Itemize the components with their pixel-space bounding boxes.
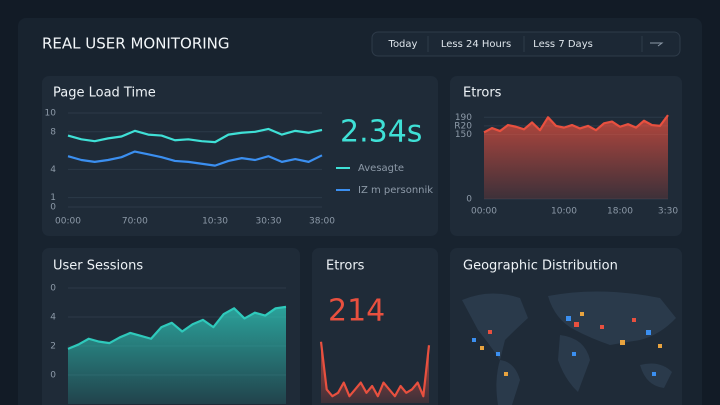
area-fill — [68, 306, 286, 404]
panel — [42, 76, 438, 236]
map-dot — [480, 346, 484, 350]
tab[interactable]: Today — [388, 39, 418, 50]
y-tick-label: 190 — [455, 113, 472, 123]
kpi-value: 2.34s — [340, 115, 422, 150]
panel-title: User Sessions — [53, 259, 143, 274]
x-tick-label: 18:00 — [607, 207, 633, 217]
map-dot — [574, 322, 579, 327]
map-dot — [646, 330, 651, 335]
map-dot — [658, 344, 662, 348]
y-tick-label: 1 — [50, 193, 56, 203]
y-tick-label: 10 — [45, 109, 57, 119]
legend-label: IZ m personnik — [358, 185, 433, 196]
y-tick-label: 0 — [50, 371, 56, 381]
map-dot — [600, 325, 604, 329]
x-tick-label: 70:00 — [122, 217, 148, 227]
legend-label: Avesagte — [358, 163, 404, 174]
x-tick-label: 10:00 — [551, 207, 577, 217]
dashboard-title: REAL USER MONITORING — [42, 35, 230, 53]
y-tick-label: 150 — [455, 130, 472, 140]
y-tick-label: 0 — [50, 203, 56, 213]
continent — [558, 335, 590, 392]
map-dot — [632, 318, 636, 322]
y-tick-label: 0 — [50, 284, 56, 294]
map-dot — [566, 316, 571, 321]
series-line — [67, 150, 323, 167]
dropdown-icon[interactable] — [650, 42, 664, 47]
map-dot — [504, 372, 508, 376]
y-tick-label: 0 — [466, 195, 472, 205]
y-tick-label: 4 — [50, 313, 56, 323]
map-dot — [580, 312, 584, 316]
map-dot — [472, 338, 476, 342]
panel-title: Etrors — [326, 259, 365, 274]
panel-title: Page Load Time — [53, 86, 156, 101]
x-tick-label: 10:30 — [202, 217, 228, 227]
tab-bar — [371, 31, 681, 57]
map-dot — [572, 352, 576, 356]
map-dot — [652, 372, 656, 376]
series-line — [67, 305, 287, 350]
x-tick-label: 00:00 — [471, 207, 497, 217]
x-tick-label: 38:00 — [309, 217, 335, 227]
map-dot — [620, 340, 625, 345]
y-tick-label: R20 — [454, 121, 472, 131]
map-dot — [496, 352, 500, 356]
x-tick-label: 00:00 — [55, 217, 81, 227]
y-tick-label: 2 — [50, 342, 56, 352]
y-tick-label: 4 — [50, 165, 56, 175]
y-tick-label: 8 — [50, 127, 56, 137]
area-fill — [484, 115, 668, 199]
panel-title: Geographic Distribution — [463, 259, 618, 274]
world-map — [462, 291, 676, 405]
continent — [548, 291, 676, 345]
x-tick-label: 30:30 — [256, 217, 282, 227]
series-line — [67, 127, 323, 144]
panel-title: Etrors — [463, 86, 502, 101]
tab[interactable]: Less 24 Hours — [441, 39, 511, 50]
x-tick-label: 3:30 — [658, 207, 678, 217]
continent — [462, 293, 528, 360]
series-line — [483, 114, 669, 134]
panel — [312, 248, 438, 405]
continent — [496, 360, 520, 405]
map-dot — [488, 330, 492, 334]
series-line — [319, 341, 431, 398]
tab[interactable]: Less 7 Days — [533, 39, 593, 50]
kpi-value: 214 — [328, 294, 385, 329]
